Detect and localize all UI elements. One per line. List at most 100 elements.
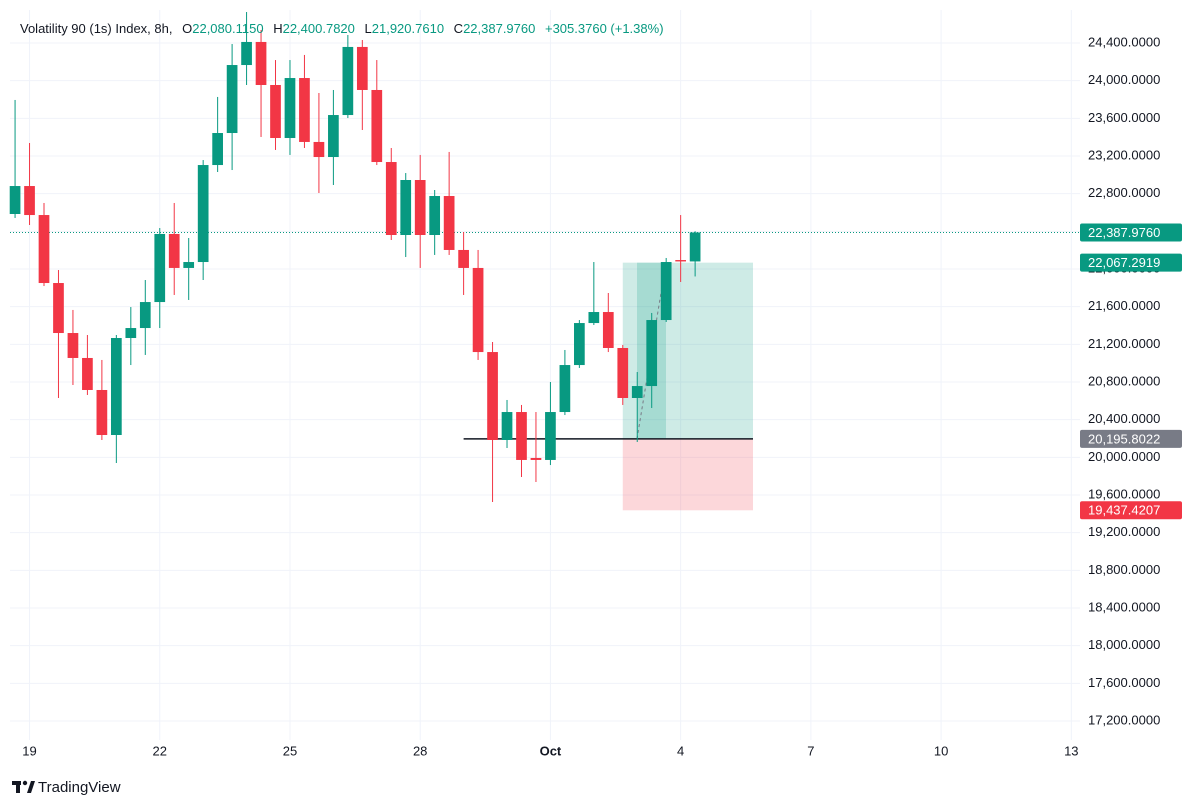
candle-body (443, 196, 455, 250)
candle-body (255, 41, 267, 85)
candle-body (96, 389, 108, 436)
position-tool (10, 231, 1080, 511)
x-tick-label: Oct (540, 743, 562, 758)
candle-body (284, 78, 296, 139)
x-tick-label: 10 (934, 743, 948, 758)
candle-body (212, 133, 223, 166)
x-tick-label: 4 (677, 743, 684, 758)
x-tick-label: 25 (283, 743, 297, 758)
price-badge (1080, 429, 1182, 448)
x-tick-label: 22 (153, 743, 167, 758)
candle-body (574, 323, 585, 366)
y-tick-label: 21,600.0000 (1088, 298, 1160, 313)
y-tick-label: 22,800.0000 (1088, 185, 1160, 200)
legend-value: 22,387.9760 (463, 21, 535, 36)
legend-title: Volatility 90 (1s) Index, 8h, (20, 21, 172, 36)
candle-body (559, 365, 571, 413)
y-tick-label: 20,400.0000 (1088, 411, 1160, 426)
candle-body (154, 233, 166, 303)
candle-body (617, 347, 629, 398)
candle-body (516, 412, 527, 460)
legend-key: C (454, 21, 463, 36)
candle-body (53, 283, 64, 334)
grid (10, 10, 1080, 740)
legend-value: 21,920.7610 (372, 21, 444, 36)
candle-body (328, 115, 339, 158)
price-badge-label: 22,067.2919 (1088, 255, 1160, 270)
candle-body (110, 338, 122, 436)
candles (9, 12, 701, 503)
candle-body (501, 412, 513, 440)
y-tick-label: 17,600.0000 (1088, 675, 1160, 690)
y-tick-label: 19,600.0000 (1088, 486, 1160, 501)
price-badge (1080, 501, 1182, 520)
candle-body (299, 78, 310, 142)
y-tick-label: 20,800.0000 (1088, 373, 1160, 388)
candle-body (400, 180, 412, 235)
candle-body (38, 215, 50, 284)
candle-body (67, 333, 79, 358)
y-tick-label: 21,200.0000 (1088, 336, 1160, 351)
candle-body (675, 260, 687, 262)
candle-body (631, 386, 643, 398)
y-tick-label: 24,000.0000 (1088, 72, 1160, 87)
candle-body (689, 232, 701, 262)
price-badge-label: 22,387.9760 (1088, 225, 1160, 240)
candle-body (270, 84, 281, 139)
candle-body (602, 312, 614, 348)
candle-body (226, 65, 238, 134)
legend-value: 22,400.7820 (283, 21, 355, 36)
candle-body (458, 249, 469, 268)
logo-shape (27, 781, 35, 793)
candle-body (646, 320, 658, 387)
y-tick-label: 24,400.0000 (1088, 34, 1160, 49)
y-tick-label: 18,400.0000 (1088, 599, 1160, 614)
x-tick-label: 7 (807, 743, 814, 758)
y-tick-label: 19,200.0000 (1088, 524, 1160, 539)
price-badge-label: 20,195.8022 (1088, 431, 1160, 446)
candle-body (429, 196, 441, 235)
candle-body (82, 357, 93, 390)
legend-key: O (182, 21, 192, 36)
legend: Volatility 90 (1s) Index, 8h, O22,080.11… (20, 21, 664, 36)
profit-zone (622, 262, 753, 439)
legend-key: H (273, 21, 282, 36)
brand-logo: TradingView (12, 779, 121, 796)
price-badge (1080, 223, 1182, 242)
candle-body (9, 186, 21, 214)
candle-body (342, 46, 354, 116)
price-badge (1080, 253, 1182, 272)
y-tick-label: 17,200.0000 (1088, 712, 1160, 727)
candle-body (487, 352, 498, 440)
logo-shape (22, 780, 28, 786)
legend-change: +305.3760 (+1.38%) (545, 21, 664, 36)
candle-body (660, 262, 672, 321)
candle-body (197, 165, 209, 263)
axes: 17,200.0000 17,600.0000 18,000.0000 18,400.… (22, 34, 1182, 758)
logo-shape (16, 781, 20, 793)
candle-body (24, 186, 35, 216)
candle-body (385, 162, 397, 235)
candle-body (168, 233, 180, 268)
y-tick-label: 23,600.0000 (1088, 110, 1160, 125)
candle-body (545, 412, 556, 460)
candle-body (125, 328, 137, 339)
candle-body (472, 267, 484, 353)
candle-body (139, 302, 151, 329)
candle-body (588, 312, 600, 324)
y-tick-label: 23,200.0000 (1088, 147, 1160, 162)
x-tick-label: 19 (22, 743, 36, 758)
legend-key: L (365, 21, 372, 36)
candle-body (313, 141, 325, 158)
legend-value: 22,080.1150 (192, 21, 263, 36)
y-tick-label: 20,000.0000 (1088, 449, 1160, 464)
candle-body (241, 41, 252, 66)
candle-body (371, 89, 383, 163)
y-tick-label: 18,000.0000 (1088, 637, 1160, 652)
brand: TradingView (38, 779, 121, 796)
price-badge-label: 19,437.4207 (1088, 503, 1160, 518)
x-tick-label: 28 (413, 743, 427, 758)
candle-body (530, 457, 542, 460)
y-tick-label: 18,800.0000 (1088, 562, 1160, 577)
